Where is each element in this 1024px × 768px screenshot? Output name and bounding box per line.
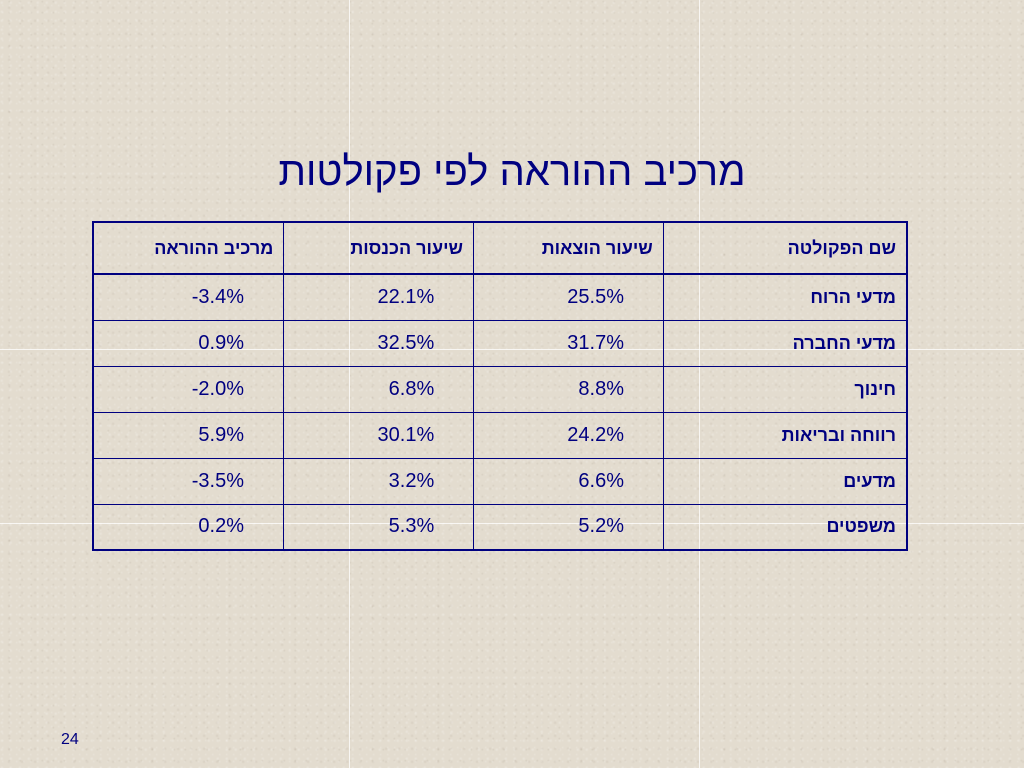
income-cell: 30.1% — [283, 411, 475, 459]
expenses-cell: 6.6% — [473, 457, 664, 505]
income-cell: 5.3% — [283, 503, 475, 551]
expenses-value: 8.8% — [578, 377, 625, 400]
table-row: מדעים 6.6% 3.2% -3.5% — [92, 457, 908, 505]
income-value: 3.2% — [388, 469, 435, 492]
income-cell: 22.1% — [283, 273, 475, 321]
teaching-cell: 0.2% — [92, 503, 285, 551]
expenses-cell: 5.2% — [473, 503, 664, 551]
faculty-name-cell: מדעי הרוח — [662, 273, 908, 321]
page-number: 24 — [61, 731, 79, 748]
faculty-name-cell: רווחה ובריאות — [662, 411, 908, 459]
income-value: 32.5% — [377, 331, 435, 354]
expenses-value: 6.6% — [578, 469, 625, 492]
table-row: מדעי החברה 31.7% 32.5% 0.9% — [92, 319, 908, 367]
header-expenses-rate: שיעור הוצאות — [473, 221, 664, 275]
expenses-value: 5.2% — [578, 515, 625, 538]
income-cell: 32.5% — [283, 319, 475, 367]
header-faculty-name: שם הפקולטה — [662, 221, 908, 275]
header-teaching-component: מרכיב ההוראה — [92, 221, 285, 275]
teaching-value: -3.4% — [191, 285, 244, 308]
table-header-row: שם הפקולטה שיעור הוצאות שיעור הכנסות מרכ… — [92, 221, 908, 275]
header-income-rate: שיעור הכנסות — [283, 221, 475, 275]
teaching-value: -2.0% — [191, 377, 244, 400]
expenses-cell: 8.8% — [473, 365, 664, 413]
income-cell: 6.8% — [283, 365, 475, 413]
income-value: 6.8% — [388, 377, 435, 400]
slide-title: מרכיב ההוראה לפי פקולטות — [278, 150, 746, 194]
teaching-value: 0.2% — [198, 515, 244, 538]
income-value: 30.1% — [377, 423, 435, 446]
faculty-name-cell: חינוך — [662, 365, 908, 413]
faculty-table: שם הפקולטה שיעור הוצאות שיעור הכנסות מרכ… — [92, 221, 908, 551]
teaching-cell: -3.5% — [92, 457, 285, 505]
teaching-value: -3.5% — [191, 469, 244, 492]
teaching-value: 5.9% — [198, 423, 244, 446]
expenses-value: 25.5% — [567, 285, 625, 308]
faculty-name-cell: מדעים — [662, 457, 908, 505]
faculty-name-cell: משפטים — [662, 503, 908, 551]
teaching-cell: 0.9% — [92, 319, 285, 367]
table-row: חינוך 8.8% 6.8% -2.0% — [92, 365, 908, 413]
expenses-value: 31.7% — [567, 331, 625, 354]
faculty-name-cell: מדעי החברה — [662, 319, 908, 367]
expenses-cell: 31.7% — [473, 319, 664, 367]
table-row: רווחה ובריאות 24.2% 30.1% 5.9% — [92, 411, 908, 459]
table-row: משפטים 5.2% 5.3% 0.2% — [92, 503, 908, 551]
expenses-cell: 24.2% — [473, 411, 664, 459]
income-cell: 3.2% — [283, 457, 475, 505]
teaching-cell: -2.0% — [92, 365, 285, 413]
teaching-cell: -3.4% — [92, 273, 285, 321]
expenses-cell: 25.5% — [473, 273, 664, 321]
expenses-value: 24.2% — [567, 423, 625, 446]
table-row: מדעי הרוח 25.5% 22.1% -3.4% — [92, 273, 908, 321]
teaching-value: 0.9% — [198, 331, 244, 354]
income-value: 5.3% — [388, 515, 435, 538]
teaching-cell: 5.9% — [92, 411, 285, 459]
income-value: 22.1% — [377, 285, 435, 308]
